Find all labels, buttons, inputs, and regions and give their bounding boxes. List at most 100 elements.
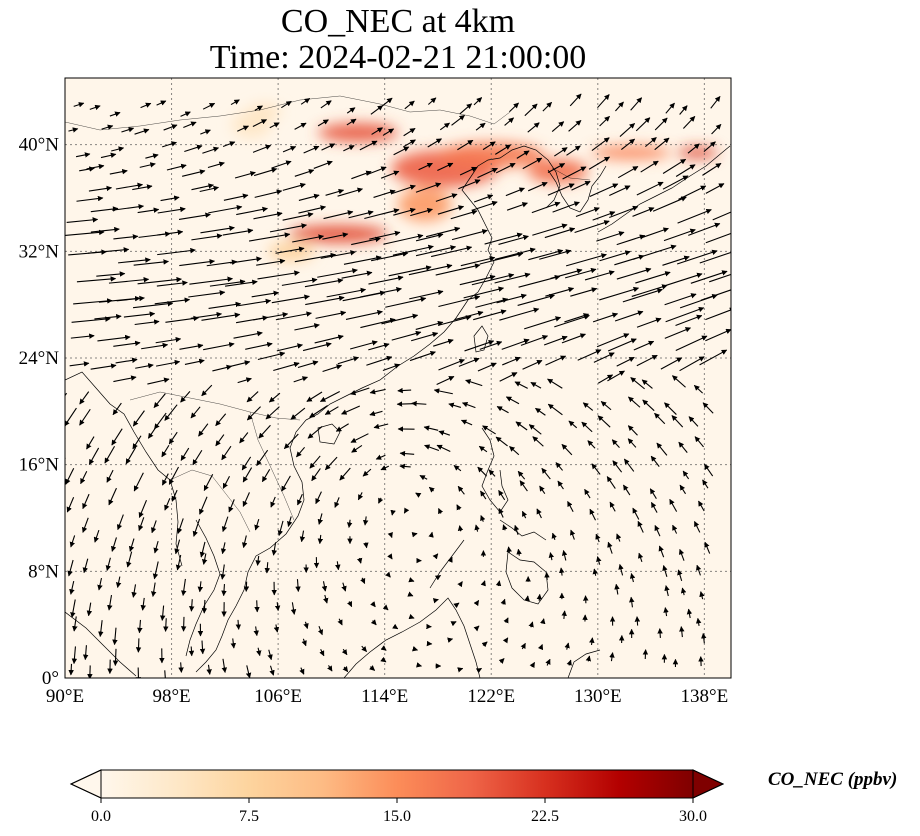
wind-arrow (439, 122, 450, 131)
wind-arrow (82, 558, 89, 574)
wind-arrow (132, 410, 145, 427)
wind-arrow (254, 518, 260, 531)
wind-arrow (251, 290, 280, 298)
wind-arrow (705, 328, 731, 342)
wind-arrow (393, 146, 410, 156)
wind-arrow (168, 466, 180, 485)
wind-arrow (463, 286, 505, 299)
wind-arrow (432, 553, 439, 560)
wind-arrow (224, 279, 258, 287)
wind-arrow (188, 646, 195, 657)
wind-arrow (155, 359, 181, 367)
wind-arrow (71, 646, 78, 665)
wind-arrow (433, 388, 453, 395)
wind-arrow (564, 642, 570, 650)
wind-arrow (265, 406, 280, 420)
wind-arrow (76, 195, 104, 202)
wind-arrow (629, 572, 636, 583)
wind-arrow (436, 376, 455, 385)
wind-arrow (67, 559, 74, 577)
wind-arrow (595, 533, 601, 543)
wind-arrow (134, 128, 150, 135)
wind-arrow (622, 288, 663, 303)
wind-arrow (599, 250, 631, 262)
wind-arrow (479, 251, 524, 265)
wind-arrow (190, 311, 223, 319)
wind-arrow (555, 462, 564, 471)
wind-arrow (657, 628, 663, 638)
wind-arrow (662, 255, 690, 266)
wind-arrow (392, 244, 434, 256)
wind-arrow (201, 384, 213, 397)
wind-arrow (425, 226, 461, 238)
wind-arrow (65, 229, 105, 237)
wind-arrow (208, 301, 242, 309)
colorbar-extend-max (692, 769, 725, 799)
wind-arrow (209, 279, 246, 287)
colorbar-tick-label: 22.5 (531, 808, 559, 825)
wind-arrow (616, 234, 646, 246)
wind-arrow (322, 232, 349, 240)
wind-arrow (585, 655, 592, 662)
wind-arrow (634, 616, 641, 626)
wind-arrow (324, 406, 339, 415)
wind-arrow (268, 392, 281, 403)
wind-arrow (531, 201, 561, 214)
wind-arrow (529, 661, 536, 669)
wind-arrow (451, 229, 488, 241)
wind-arrow (98, 620, 104, 638)
wind-arrow (435, 263, 481, 276)
wind-arrow (369, 665, 376, 671)
wind-arrow (599, 286, 640, 301)
colorbar-tick-label: 30.0 (679, 808, 707, 825)
graticule (65, 78, 731, 678)
wind-arrow (498, 489, 506, 501)
colorbar: 0.0 7.5 15.0 22.5 30.0 (69, 769, 725, 825)
wind-arrow (569, 93, 582, 107)
wind-arrow (168, 431, 178, 445)
wind-arrow (369, 230, 401, 240)
wind-arrow (687, 143, 700, 154)
wind-arrow (477, 362, 497, 372)
wind-arrow (294, 122, 307, 130)
wind-arrow (171, 489, 178, 502)
wind-arrow (451, 114, 465, 126)
wind-arrow (368, 275, 404, 285)
wind-arrow (450, 209, 478, 220)
wind-arrow (642, 399, 655, 412)
wind-arrow (630, 377, 645, 390)
wind-arrow (230, 638, 237, 649)
wind-arrow (323, 210, 354, 220)
wind-arrow (297, 360, 319, 369)
wind-arrow (391, 184, 416, 195)
wind-arrow (427, 138, 442, 148)
wind-arrow (80, 470, 88, 485)
wind-arrow (591, 137, 610, 152)
wind-arrow (261, 469, 271, 483)
wind-arrow (559, 567, 565, 576)
wind-arrow (387, 531, 393, 539)
wind-arrow (675, 335, 708, 351)
wind-arrow (82, 645, 89, 661)
wind-arrow (679, 484, 687, 495)
wind-arrow (654, 412, 666, 425)
colorbar-ticks: 0.0 7.5 15.0 22.5 30.0 (91, 798, 707, 825)
wind-arrow (581, 421, 593, 433)
wind-arrow (606, 476, 616, 489)
wind-arrow (208, 204, 243, 214)
wind-arrow (325, 188, 345, 196)
wind-arrow (541, 467, 551, 480)
coastline-luzon (481, 427, 509, 513)
wind-arrow (700, 289, 731, 301)
wind-arrow (242, 467, 253, 483)
wind-arrow (480, 580, 486, 587)
lat-tick-label: 8°N (28, 561, 59, 582)
wind-arrow (536, 593, 543, 601)
colorbar-body (101, 770, 693, 798)
wind-arrow (116, 295, 145, 302)
wind-arrow (113, 234, 139, 240)
wind-arrow (545, 658, 551, 666)
wind-arrow (516, 150, 530, 159)
wind-arrow (68, 663, 74, 676)
wind-arrow (269, 223, 308, 233)
